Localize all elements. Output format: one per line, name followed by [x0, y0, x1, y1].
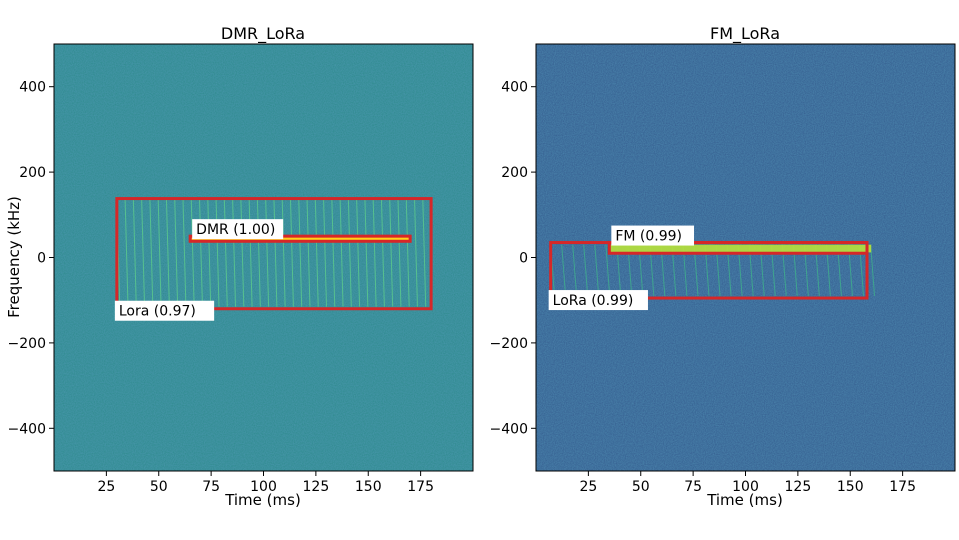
detection-box [188, 234, 412, 243]
chirp-line [199, 199, 203, 307]
x-tick-label: 150 [355, 479, 382, 495]
chirp-line [331, 199, 336, 307]
chirp-line [165, 199, 170, 307]
x-tick-label: 175 [407, 479, 434, 495]
spectrogram-background [536, 44, 955, 471]
chirp-line [240, 199, 245, 307]
y-ticks: 400 200 0 −200 −400 [490, 80, 536, 437]
fm-band-signal [609, 244, 872, 253]
y-tick-label: 200 [501, 165, 528, 181]
chirp-line [583, 244, 589, 296]
x-tick-label: 100 [250, 479, 277, 495]
chirp-line [422, 199, 427, 307]
x-axis-label: Time (ms) [224, 491, 301, 509]
chirp-line [572, 244, 578, 296]
x-tick-label: 50 [632, 479, 650, 495]
detection-label: Lora (0.97) [119, 304, 196, 320]
chirp-line [182, 199, 187, 307]
detection-box [607, 241, 869, 255]
x-tick-label: 25 [97, 479, 115, 495]
tone-signal [190, 236, 411, 241]
chirp-line [605, 244, 611, 296]
chirp-line [389, 199, 394, 307]
chirp-line [314, 199, 319, 307]
chirp-line [141, 199, 146, 307]
chirp-line [414, 199, 418, 307]
x-tick-label: 75 [684, 479, 702, 495]
detection-box [115, 197, 433, 311]
chirp-line [124, 199, 129, 307]
chirp-line [174, 199, 179, 307]
chirp-line [290, 199, 294, 307]
chirp-line [232, 199, 237, 307]
y-tick-label: −200 [490, 336, 528, 352]
chirp-line [273, 199, 278, 307]
chirp-line [265, 199, 270, 307]
y-tick-label: 0 [519, 251, 528, 267]
chirp-line [397, 199, 402, 307]
chirp-line [281, 199, 286, 307]
x-ticks: 25 50 75 100 125 150 175 [579, 471, 916, 495]
x-tick-label: 25 [579, 479, 597, 495]
chirp-line [298, 199, 303, 307]
detection-label: LoRa (0.99) [553, 293, 634, 309]
chirp-line [380, 199, 385, 307]
chirp-line [372, 199, 377, 307]
chirp-line [190, 199, 195, 307]
panel-dmr-lora: DMR_LoRa Lora (0.97) DMR (1.00) 25 50 75 100… [5, 24, 474, 509]
y-ticks: 400 200 0 −200 −400 [8, 80, 54, 437]
y-tick-label: −400 [8, 421, 46, 437]
y-tick-label: 400 [501, 80, 528, 96]
detection-label-bg [114, 300, 215, 321]
chirp-line [149, 199, 154, 307]
chirp-line [347, 199, 352, 307]
detections: LoRa (0.99) FM (0.99) [548, 225, 869, 311]
panel-fm-lora: FM_LoRa LoRa (0.99) FM (0.99) 25 50 75 100 12… [490, 24, 956, 509]
y-tick-label: −400 [490, 421, 528, 437]
chirp-line [870, 244, 876, 296]
chirp-line [561, 244, 567, 296]
chirp-line [215, 199, 220, 307]
detection-label-bg [611, 225, 695, 246]
chirp-line [323, 199, 327, 307]
chart-title: FM_LoRa [710, 24, 780, 44]
chirp-line [132, 199, 137, 307]
chirp-line [157, 199, 162, 307]
chirp-line [256, 199, 261, 307]
y-axis-label: Frequency (kHz) [5, 196, 23, 318]
detection-label-bg [548, 290, 648, 311]
chirp-line [356, 199, 361, 307]
x-ticks: 25 50 75 100 125 150 175 [97, 471, 434, 495]
chirp-line [306, 199, 311, 307]
chirp-line [223, 199, 228, 307]
spectrogram-background [54, 44, 473, 471]
detection-label: FM (0.99) [615, 229, 682, 245]
y-tick-label: 0 [37, 251, 46, 267]
y-tick-label: 200 [19, 165, 46, 181]
x-tick-label: 175 [889, 479, 916, 495]
chirp-line [364, 199, 369, 307]
x-tick-label: 50 [150, 479, 168, 495]
chirp-line [405, 199, 410, 307]
signals [116, 199, 427, 307]
chart-title: DMR_LoRa [221, 24, 305, 44]
x-tick-label: 75 [202, 479, 220, 495]
chirp-line [248, 199, 253, 307]
y-tick-label: 400 [19, 80, 46, 96]
chirp-line [339, 199, 344, 307]
detections: Lora (0.97) DMR (1.00) [114, 197, 433, 321]
y-tick-label: −200 [8, 336, 46, 352]
chirp-line [594, 244, 600, 296]
detection-label-bg [192, 219, 284, 240]
x-tick-label: 100 [732, 479, 759, 495]
x-tick-label: 150 [837, 479, 864, 495]
x-axis-label: Time (ms) [706, 491, 783, 509]
x-tick-label: 125 [785, 479, 812, 495]
detection-label: DMR (1.00) [196, 222, 275, 238]
chirp-line [207, 199, 212, 307]
x-tick-label: 125 [303, 479, 330, 495]
